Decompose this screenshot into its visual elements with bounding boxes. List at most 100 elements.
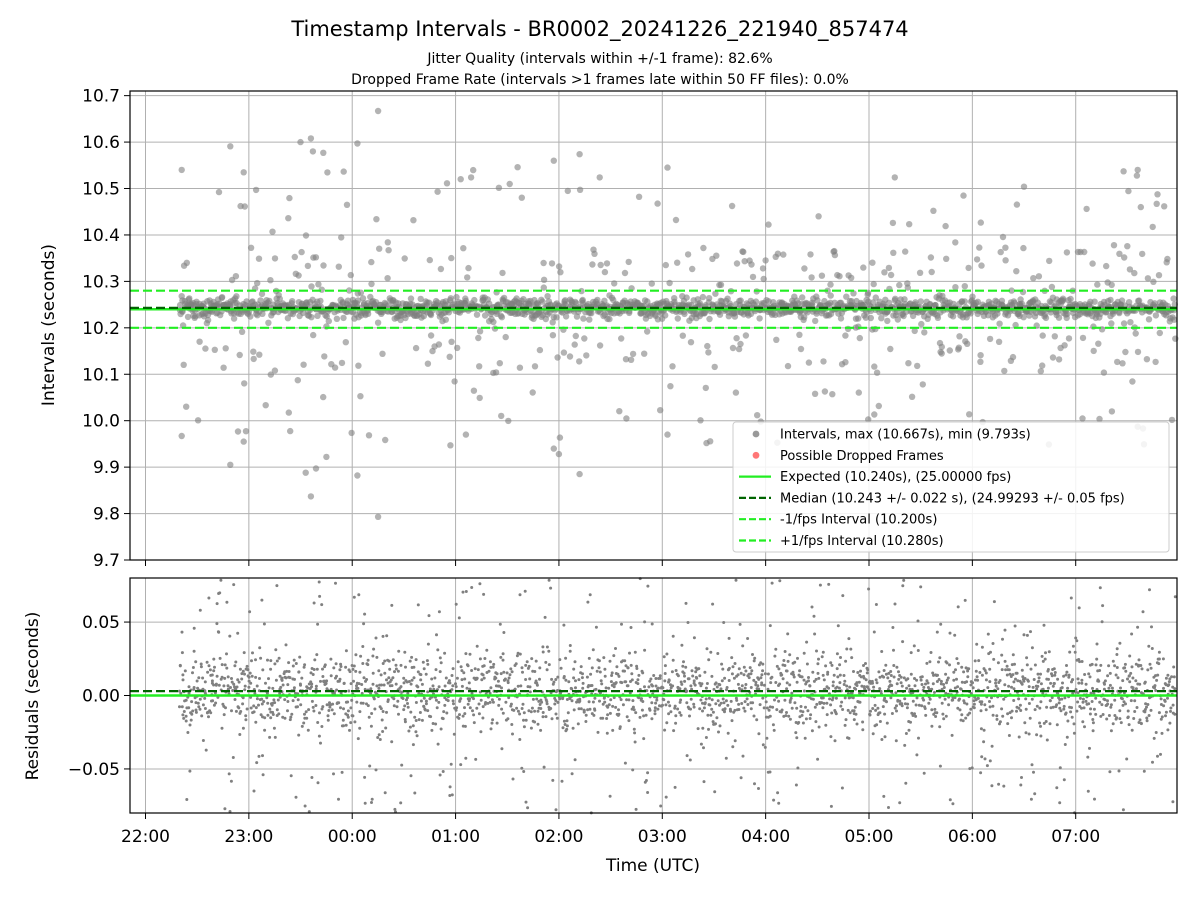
residual-point	[762, 683, 766, 687]
residual-point	[852, 670, 855, 673]
residual-point	[752, 678, 756, 682]
residual-point	[770, 675, 774, 679]
interval-point	[186, 295, 193, 302]
interval-point	[302, 232, 310, 239]
residual-point	[317, 580, 321, 584]
residual-point	[953, 686, 957, 690]
residual-point	[754, 680, 758, 684]
residual-point	[290, 712, 294, 716]
residual-point	[1088, 712, 1092, 716]
interval-point	[566, 353, 574, 360]
residual-point	[1080, 681, 1084, 685]
interval-point	[312, 254, 320, 261]
residual-point	[834, 712, 838, 716]
residual-point	[388, 667, 392, 671]
residual-point	[1071, 678, 1074, 682]
residual-point	[893, 706, 897, 710]
residual-point	[1108, 770, 1112, 774]
residual-point	[229, 686, 232, 689]
residual-point	[956, 706, 960, 710]
residual-point	[935, 680, 939, 683]
residual-point	[577, 678, 581, 682]
interval-point	[855, 323, 862, 330]
residual-point	[587, 656, 591, 660]
residual-point	[879, 689, 883, 693]
residual-point	[641, 671, 645, 675]
residual-point	[542, 765, 546, 769]
interval-point	[996, 320, 1003, 327]
residual-point	[730, 719, 734, 723]
interval-point	[269, 228, 276, 235]
residual-point	[1081, 697, 1085, 701]
interval-point	[202, 345, 209, 352]
residual-point	[522, 770, 526, 773]
interval-point	[220, 364, 227, 371]
residual-point	[581, 681, 585, 685]
residual-point	[526, 806, 530, 810]
residual-point	[671, 634, 675, 638]
interval-point	[412, 344, 420, 352]
interval-point	[644, 328, 651, 335]
residual-point	[259, 656, 263, 660]
residual-point	[893, 602, 897, 606]
residual-point	[708, 703, 712, 707]
interval-point	[1008, 287, 1015, 294]
interval-point	[310, 331, 317, 339]
residual-point	[696, 727, 700, 731]
residual-point	[1089, 707, 1093, 711]
residual-point	[938, 764, 942, 768]
residual-point	[184, 698, 188, 702]
residual-point	[422, 667, 426, 671]
residual-point	[662, 655, 666, 659]
residual-point	[725, 688, 728, 692]
residual-point	[292, 658, 296, 662]
interval-point	[1150, 278, 1157, 285]
residual-point	[435, 633, 438, 637]
residual-point	[556, 700, 560, 704]
residual-point	[821, 706, 825, 710]
residual-point	[816, 662, 820, 666]
residual-point	[244, 714, 248, 718]
residual-point	[284, 643, 288, 647]
residual-point	[326, 718, 330, 722]
residual-point	[937, 678, 941, 681]
residual-point	[307, 708, 311, 712]
residual-point	[489, 686, 493, 690]
residual-point	[683, 679, 687, 683]
residual-point	[679, 698, 683, 702]
residual-point	[815, 649, 818, 653]
residual-point	[888, 679, 892, 683]
residual-point	[731, 665, 735, 669]
residual-point	[263, 716, 267, 720]
residual-point	[1157, 662, 1161, 666]
residual-point	[192, 686, 196, 689]
interval-point	[815, 213, 822, 220]
residual-point	[232, 583, 236, 587]
residual-point	[286, 709, 289, 713]
interval-point	[427, 311, 435, 319]
residual-point	[825, 713, 829, 717]
residual-point	[1109, 729, 1113, 733]
residual-point	[608, 794, 612, 798]
residual-point	[685, 689, 689, 693]
residual-point	[830, 711, 834, 715]
residual-point	[1013, 662, 1016, 666]
residual-point	[561, 726, 565, 730]
intervals-plot-frame	[129, 90, 1178, 561]
residual-point	[634, 711, 638, 715]
interval-point	[873, 369, 881, 376]
interval-point	[1153, 200, 1160, 207]
residual-point	[579, 665, 583, 669]
residual-point	[1169, 709, 1172, 713]
interval-outlier-point	[462, 431, 470, 438]
residual-point	[1036, 684, 1040, 688]
residual-point	[924, 713, 928, 717]
y-tick-label: 10.3	[82, 272, 120, 292]
residual-point	[538, 666, 542, 670]
interval-point	[196, 338, 203, 345]
residual-point	[379, 707, 383, 711]
interval-point	[287, 427, 294, 435]
interval-point	[724, 295, 731, 302]
residual-point	[966, 675, 970, 679]
residual-point	[1037, 679, 1041, 683]
